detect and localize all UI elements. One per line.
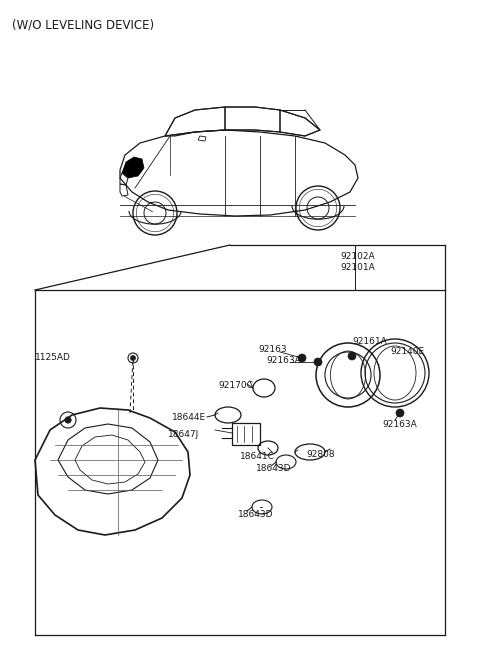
Circle shape	[314, 358, 322, 366]
Text: 18641C: 18641C	[240, 452, 275, 461]
Text: 18643D: 18643D	[238, 510, 274, 519]
Text: 18643D: 18643D	[256, 464, 291, 473]
Circle shape	[298, 354, 306, 362]
Circle shape	[396, 409, 404, 417]
Text: (W/O LEVELING DEVICE): (W/O LEVELING DEVICE)	[12, 18, 154, 31]
Text: 92163A: 92163A	[266, 356, 301, 365]
Text: 92101A: 92101A	[340, 263, 375, 272]
Text: 92102A: 92102A	[340, 252, 374, 261]
Polygon shape	[122, 157, 144, 178]
Text: 18644E: 18644E	[172, 413, 206, 422]
Text: 92170C: 92170C	[218, 381, 253, 390]
Circle shape	[131, 355, 135, 361]
Text: 92808: 92808	[306, 450, 335, 459]
Text: 92163: 92163	[258, 345, 287, 354]
Circle shape	[348, 352, 356, 360]
Bar	[232, 423, 260, 445]
Text: 92161A: 92161A	[352, 337, 387, 346]
Text: 92163A: 92163A	[382, 420, 417, 429]
Text: 92140E: 92140E	[390, 347, 424, 356]
Text: 1125AD: 1125AD	[35, 353, 71, 362]
Circle shape	[65, 417, 71, 423]
Text: 18647J: 18647J	[168, 430, 199, 439]
